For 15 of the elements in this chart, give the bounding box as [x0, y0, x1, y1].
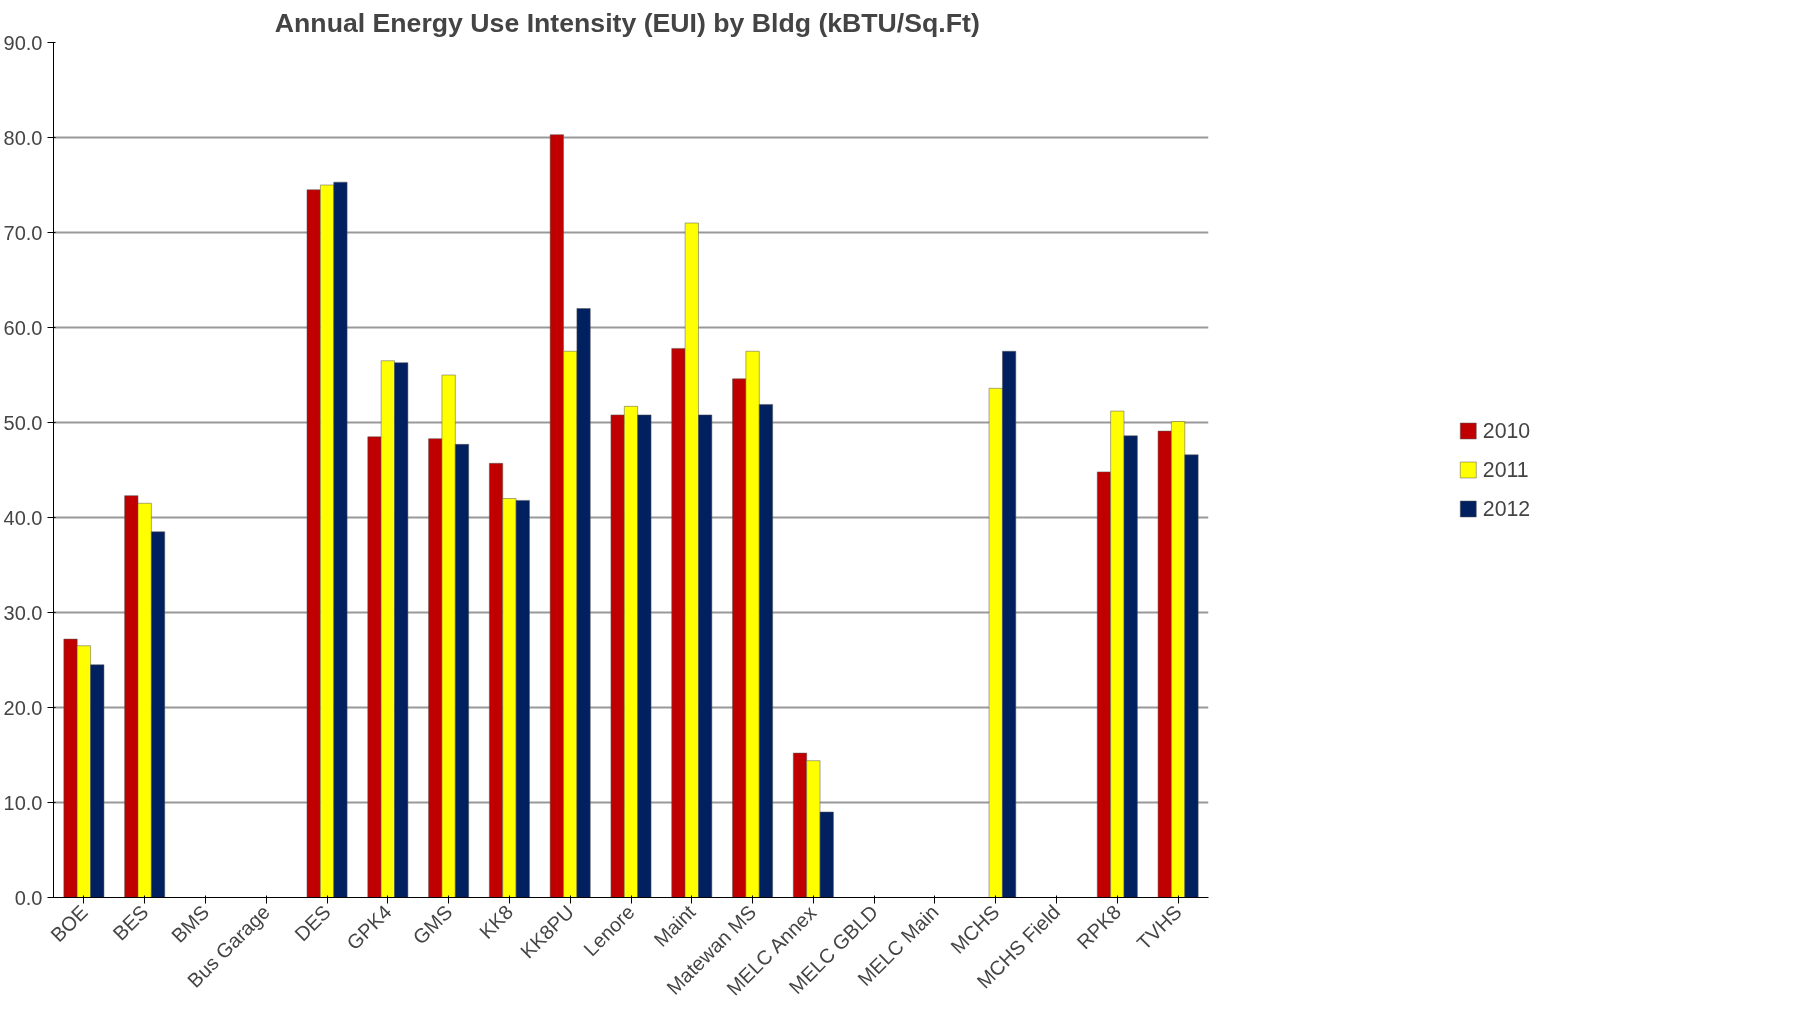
y-tick-label: 70.0 [3, 221, 43, 244]
y-tick-label: 10.0 [3, 791, 43, 814]
x-tick-label: KK8 [474, 900, 518, 944]
chart-title: Annual Energy Use Intensity (EUI) by Bldg (kBTU/Sq.Ft) [274, 7, 980, 38]
legend-label: 2010 [1482, 418, 1531, 443]
y-tick-label: 80.0 [3, 126, 43, 149]
y-tick-label: 50.0 [3, 411, 43, 434]
y-tick-label: 60.0 [3, 316, 43, 339]
legend-label: 2012 [1482, 496, 1531, 521]
y-tick-label: 90.0 [3, 31, 43, 54]
y-tick-label: 40.0 [3, 506, 43, 529]
y-tick-label: 20.0 [3, 696, 43, 719]
legend-label: 2011 [1482, 457, 1529, 482]
y-tick-label: 30.0 [3, 601, 43, 624]
y-tick-label: 0.0 [14, 886, 43, 909]
